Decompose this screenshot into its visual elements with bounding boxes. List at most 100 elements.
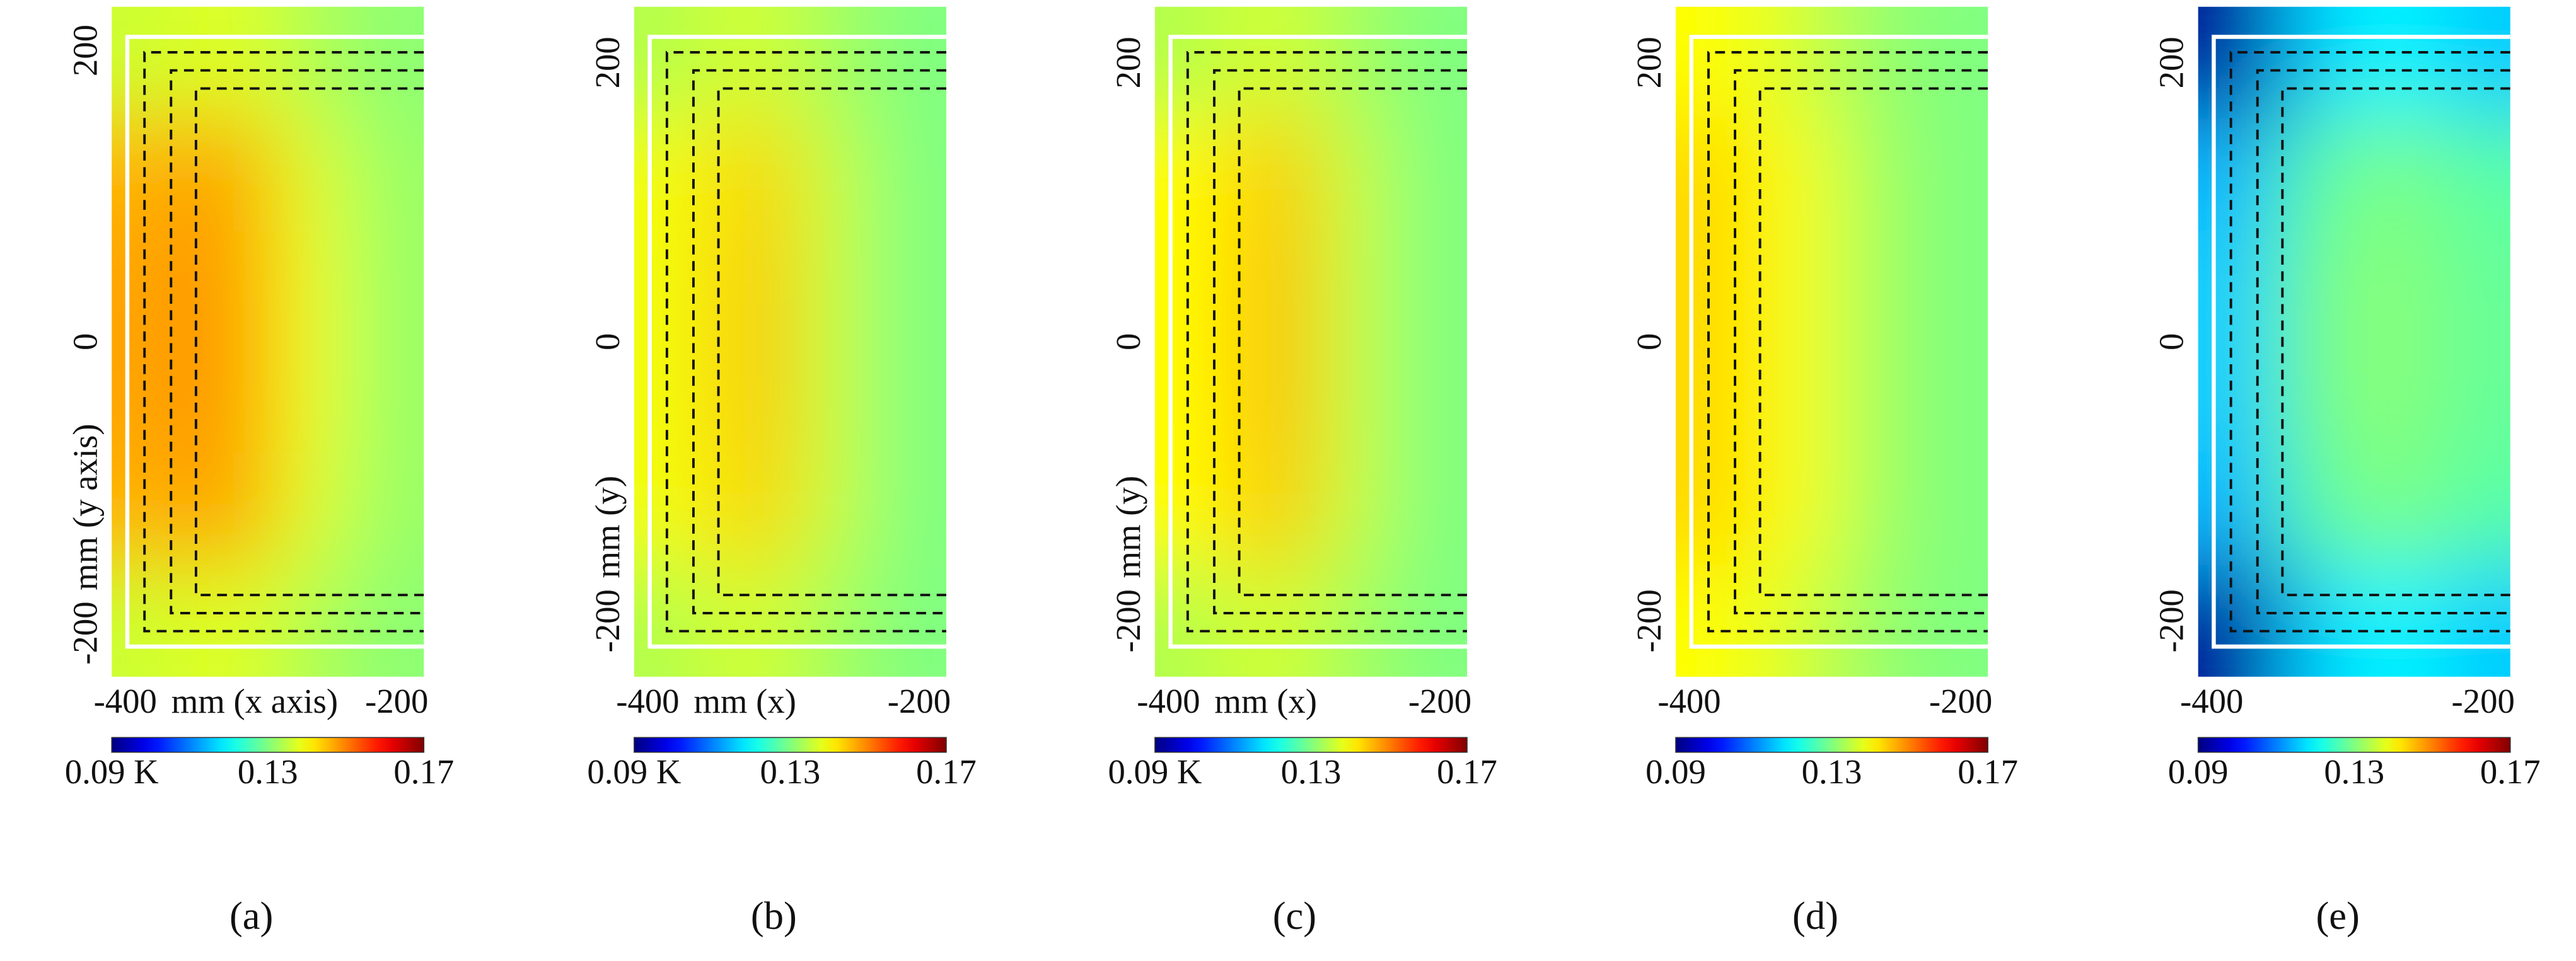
dashed-zone [2229,51,2510,633]
heat-cell [1389,118,1468,231]
dashed-zone [1707,51,1988,633]
heatmap-cells [2198,6,2510,677]
heatmap [2198,6,2510,677]
colorbar-tick-label: 0.17 [393,752,454,791]
heat-cell [1233,230,1312,343]
heat-cell [712,342,791,454]
heat-cell [1675,342,1755,454]
heat-cell [1154,6,1234,120]
y-tick-label: 200 [2152,37,2191,88]
heat-cell [712,6,791,120]
dashed-zone [1734,69,1988,614]
heat-cell [712,453,791,567]
heat-cell [2276,453,2355,567]
colorbar [634,737,947,753]
heat-cell [112,230,191,343]
heat-cell [2198,6,2277,120]
heat-cell [345,565,424,677]
y-tick-label: 200 [1109,37,1147,88]
heat-cell [1675,118,1755,231]
heat-cell [189,342,269,454]
heat-cell [1675,6,1755,120]
dashed-zone [2281,87,2510,597]
heat-cell [1233,453,1312,567]
heat-cell [2354,230,2434,343]
y-tick-label: 0 [1630,333,1668,350]
y-tick-label: -200 [66,601,104,664]
heat-cell [1675,565,1755,677]
heat-cell [189,6,269,120]
heat-cell [1154,565,1234,677]
heatmap [1154,6,1468,677]
x-tick-label: -200 [1929,682,1992,720]
colorbar-tick-label: 0.13 [760,752,821,791]
colorbar-tick-label: 0.09 K [65,752,159,791]
y-tick-label: 0 [2152,333,2191,350]
heat-cell [868,6,946,120]
dashed-zone [1213,69,1468,614]
heat-cell [2198,118,2277,231]
heat-cell [267,118,347,231]
heat-cell [1831,453,1911,567]
heat-cell [1753,6,1833,120]
boundary [1168,35,1468,649]
heat-cell [1910,565,1988,677]
heat-cell [345,342,424,454]
y-axis-label: mm (y axis) [66,423,104,590]
heatmap-cells [112,6,424,677]
heat-cell [1831,6,1911,120]
dashed-zone [717,87,946,597]
heat-cell [2354,6,2434,120]
heat-cell [790,453,869,567]
heat-cell [790,342,869,454]
heat-cell [2276,565,2355,677]
heat-cell [2432,453,2510,567]
heat-cell [1910,342,1988,454]
heatmap [112,6,424,677]
heat-cell [1311,230,1390,343]
heat-cell [2276,230,2355,343]
y-tick-label: -200 [2152,589,2191,652]
heatmap-cells [1675,6,1988,677]
panel-label: (a) [229,894,273,938]
x-axis-label: mm (x) [693,682,796,720]
x-tick-label: -200 [365,682,428,720]
dashed-zone [1758,87,1988,597]
dashed-zone [170,69,424,614]
dashed-zone [194,87,424,597]
colorbar-tick-label: 0.13 [2324,752,2384,791]
heat-cell [2432,342,2510,454]
heat-cell [868,118,946,231]
heat-cell [1389,230,1468,343]
colorbar-tick-label: 0.13 [1281,752,1342,791]
colorbar [111,737,425,753]
heat-cell [1753,342,1833,454]
heat-cell [868,230,946,343]
heat-cell [345,230,424,343]
heat-cell [1753,565,1833,677]
heat-cell [1753,230,1833,343]
heat-cell [634,565,713,677]
colorbar-tick-label: 0.13 [238,752,298,791]
heat-cell [2198,342,2277,454]
heat-cell [1154,342,1234,454]
heat-cell [112,565,191,677]
colorbar [2197,737,2511,753]
heat-cell [1831,230,1911,343]
colorbar [1675,737,1988,753]
heat-cell [1389,342,1468,454]
x-tick-label: -400 [2180,682,2243,720]
colorbar-tick-label: 0.09 [1645,752,1706,791]
heat-cell [1910,230,1988,343]
boundary [647,35,946,649]
heat-cell [1389,565,1468,677]
y-tick-label: 0 [66,333,104,350]
heat-cell [790,565,869,677]
heat-cell [1233,565,1312,677]
dashed-zone [692,69,946,614]
heat-cell [112,118,191,231]
heat-cell [345,453,424,567]
heat-cell [2432,118,2510,231]
heat-cell [1910,118,1988,231]
